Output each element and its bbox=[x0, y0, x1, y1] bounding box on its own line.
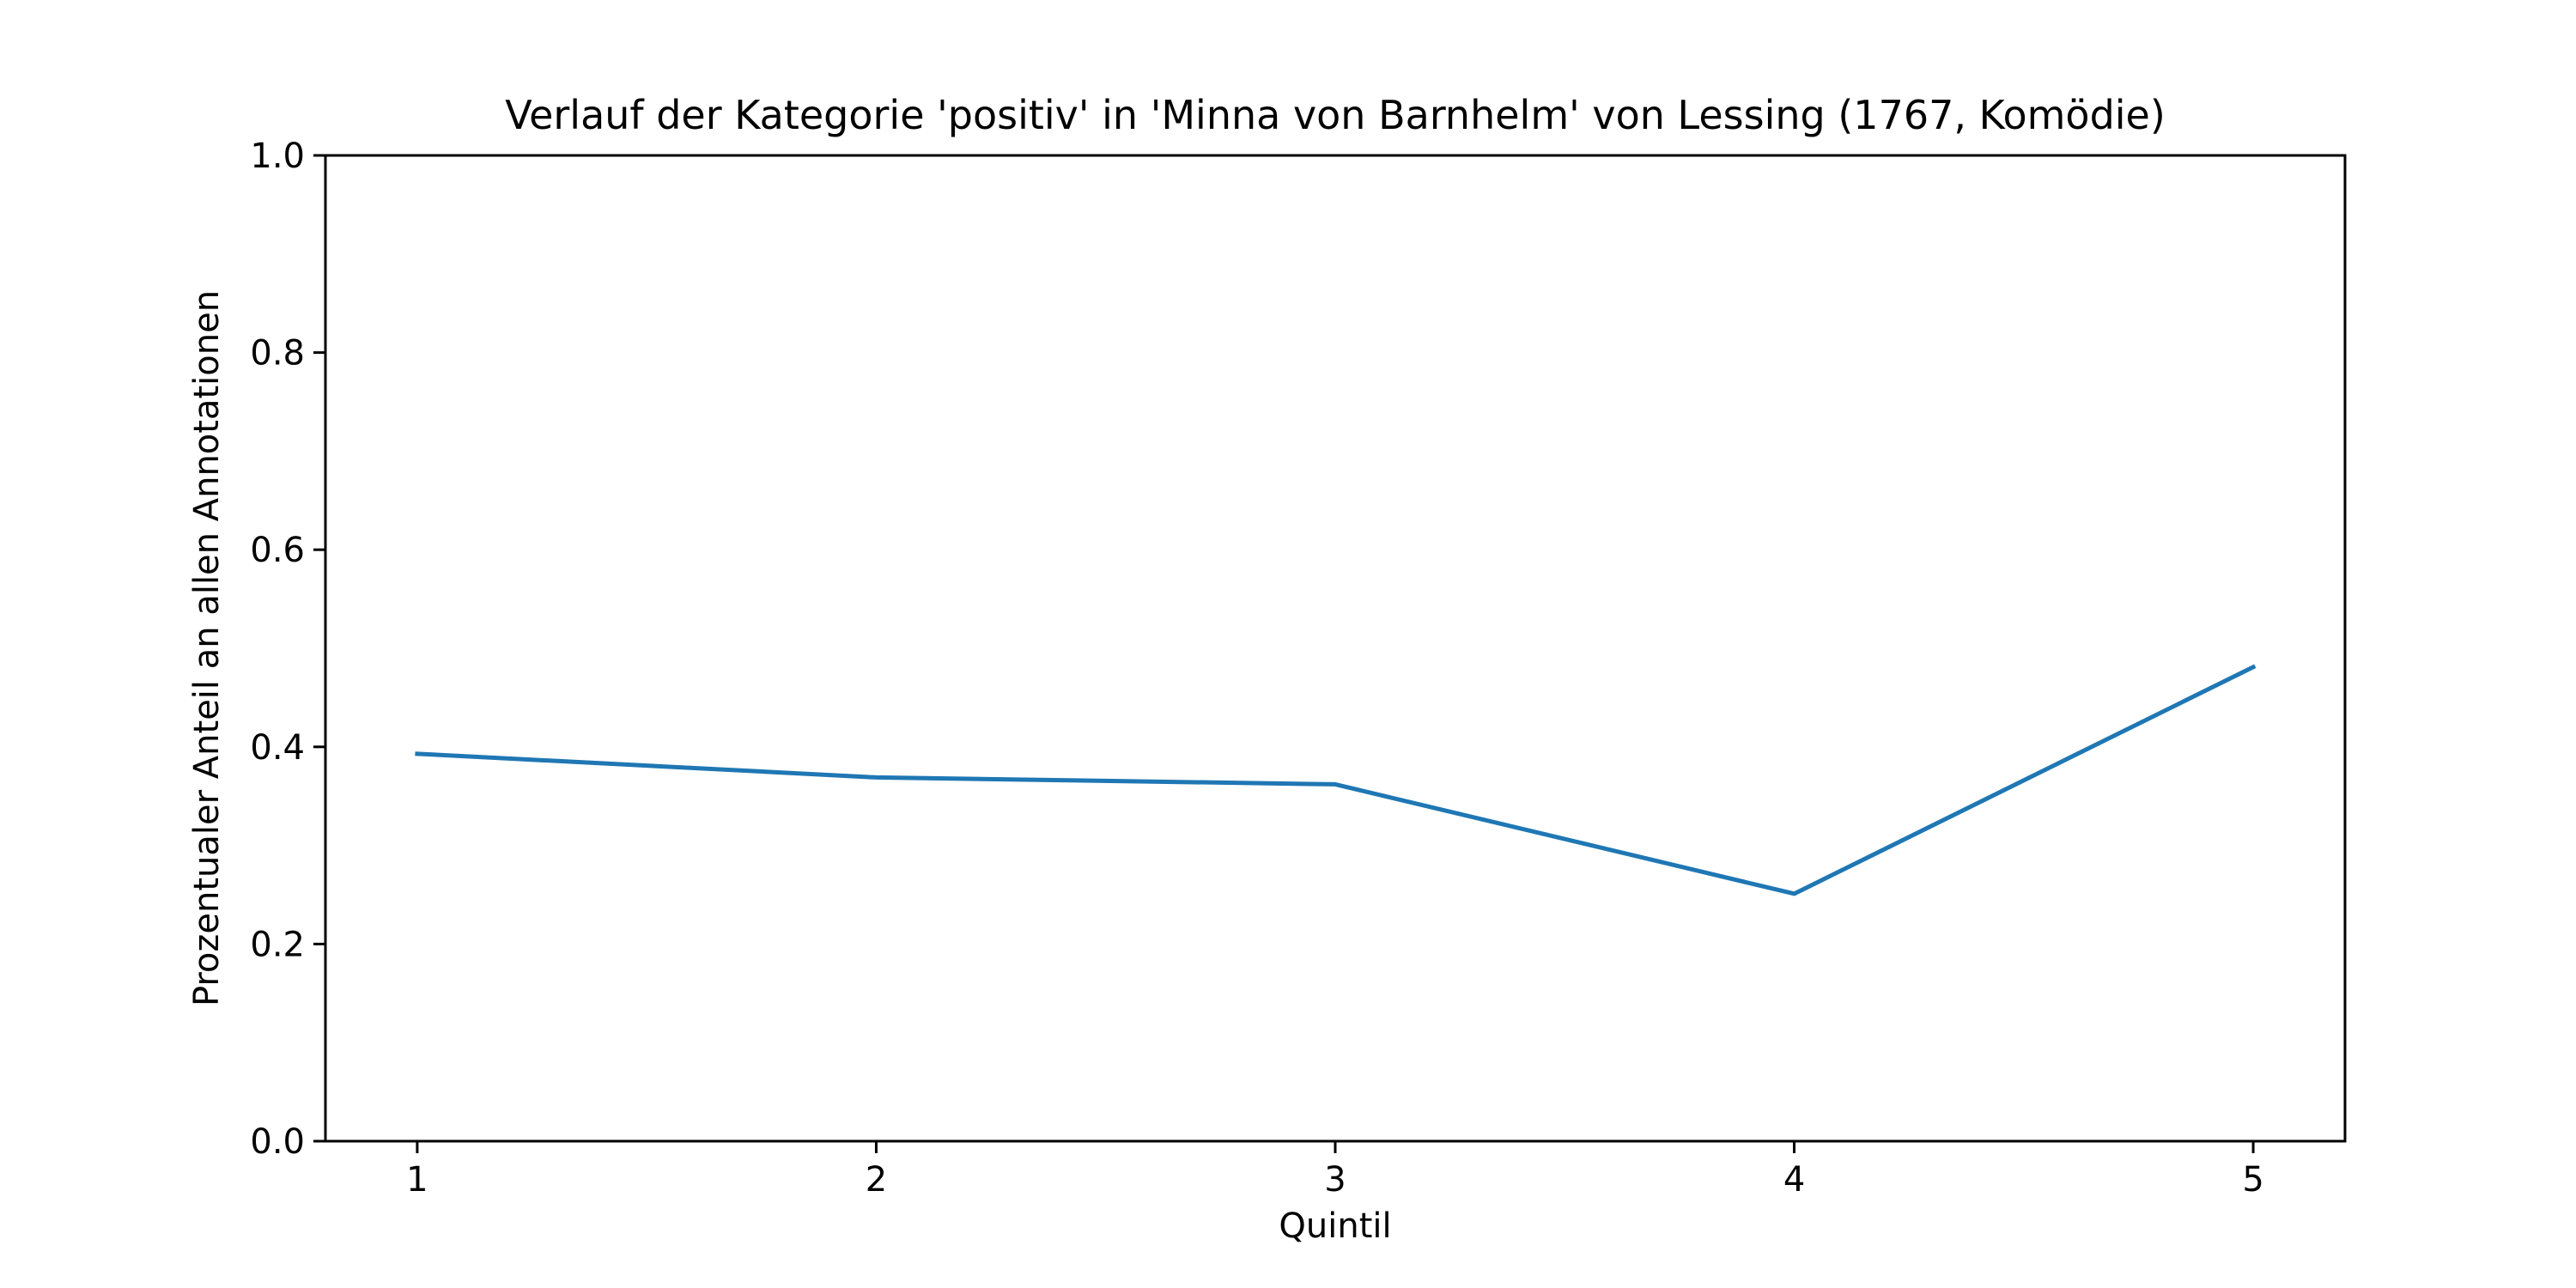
plot-frame bbox=[324, 154, 2347, 1143]
y-tick-label: 0.8 bbox=[250, 334, 305, 374]
y-tick-label: 0.0 bbox=[250, 1122, 305, 1162]
y-tick-label: 1.0 bbox=[250, 137, 305, 176]
y-tick-label: 0.6 bbox=[250, 531, 305, 570]
y-axis-label: Prozentualer Anteil an allen Annotatione… bbox=[187, 290, 227, 1006]
y-tick-label: 0.2 bbox=[250, 925, 305, 964]
x-axis-label: Quintil bbox=[1279, 1206, 1391, 1246]
x-tick-label: 3 bbox=[1324, 1160, 1346, 1200]
x-tick-label: 2 bbox=[866, 1160, 887, 1200]
x-tick-label: 5 bbox=[2242, 1160, 2263, 1200]
x-tick-label: 4 bbox=[1783, 1160, 1805, 1200]
y-tick-label: 0.4 bbox=[250, 728, 305, 768]
chart-title: Verlauf der Kategorie 'positiv' in 'Minn… bbox=[505, 92, 2166, 138]
x-tick-label: 1 bbox=[406, 1160, 428, 1200]
chart-marks: 0.0 0.2 0.4 0.6 0.8 1.0 1 2 3 4 5 bbox=[250, 137, 2263, 1200]
